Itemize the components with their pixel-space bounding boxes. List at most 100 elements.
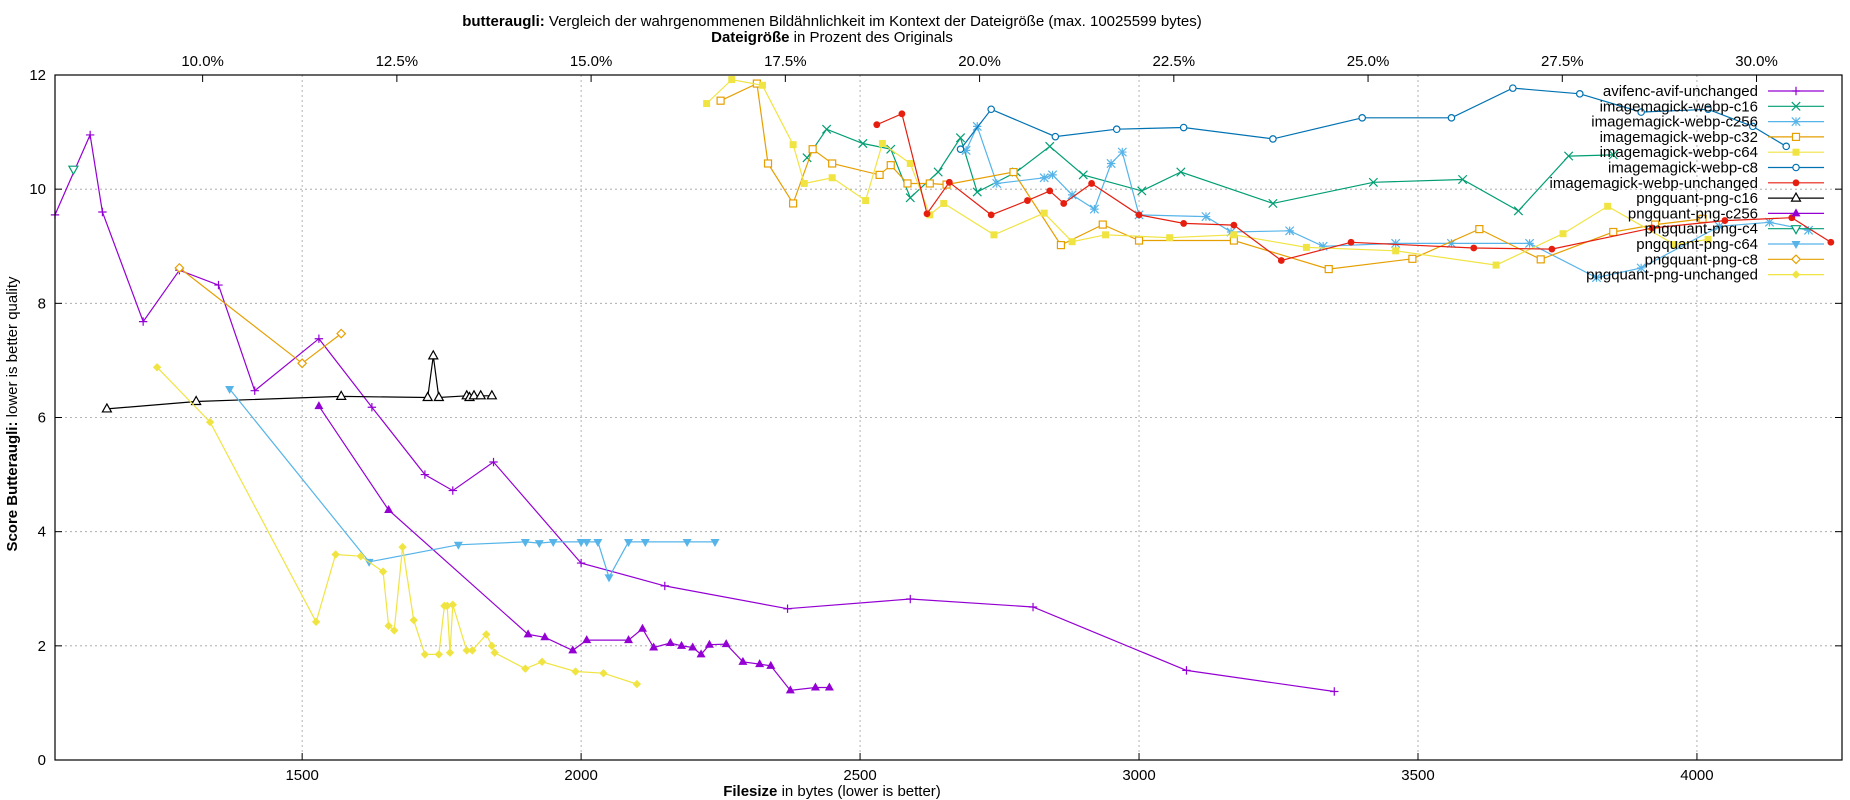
series-pngquant-png-c8: [174, 262, 347, 369]
x2-tick-label: 10.0%: [181, 53, 224, 70]
chart-title-rest: Vergleich der wahrgenommenen Bildähnlich…: [545, 13, 1202, 30]
data-point: [1704, 105, 1712, 114]
data-point: [1392, 247, 1400, 255]
series-imagemagick-webp-c64: [703, 76, 1712, 269]
data-point: [1112, 125, 1121, 134]
data-point: [710, 538, 720, 547]
data-point: [1408, 254, 1417, 263]
data-point: [1067, 190, 1077, 200]
data-point: [688, 642, 698, 651]
x2-tick-label: 27.5%: [1541, 53, 1584, 70]
data-point: [802, 153, 812, 163]
data-point: [487, 641, 497, 651]
x-tick-label: 1500: [285, 767, 318, 784]
data-point: [956, 145, 965, 154]
data-point: [1277, 257, 1285, 264]
data-point: [1180, 220, 1188, 227]
data-point: [1536, 255, 1545, 264]
data-point: [548, 538, 558, 547]
data-point: [1513, 206, 1524, 216]
legend-entry: pngquant-png-c256: [1628, 205, 1824, 222]
x2-tick-label: 30.0%: [1735, 53, 1778, 70]
data-point: [445, 648, 455, 657]
series-line: [318, 405, 830, 692]
y-tick-label: 2: [38, 638, 46, 655]
data-point: [1368, 177, 1378, 187]
data-point: [1714, 221, 1724, 231]
data-point: [925, 179, 934, 188]
series-pngquant-png-unchanged: [152, 363, 642, 689]
data-point: [1608, 150, 1618, 160]
data-point: [540, 632, 550, 641]
data-point: [378, 567, 388, 576]
legend-entry: imagemagick-webp-c32: [1600, 129, 1824, 146]
data-point: [1318, 241, 1328, 251]
data-point: [582, 538, 592, 547]
data-point: [409, 615, 418, 625]
data-point: [1137, 186, 1147, 196]
legend-label: avifenc-avif-unchanged: [1603, 83, 1758, 100]
data-point: [905, 193, 915, 203]
series-pngquant-png-c256: [314, 401, 834, 694]
data-point: [367, 403, 377, 412]
series-imagemagick-webp-unchanged: [873, 110, 1835, 264]
data-point: [1509, 84, 1517, 92]
data-point: [1791, 270, 1801, 279]
data-point: [906, 594, 915, 604]
data-point: [468, 389, 480, 400]
data-point: [250, 386, 259, 395]
data-point: [1102, 231, 1110, 239]
data-point: [384, 621, 393, 631]
data-point: [1166, 234, 1174, 242]
data-point: [1089, 204, 1100, 214]
data-point: [205, 417, 215, 427]
legend-entry: avifenc-avif-unchanged: [1603, 83, 1824, 100]
x2-tick-label: 17.5%: [764, 53, 807, 70]
data-point: [1524, 238, 1535, 249]
data-point: [783, 604, 792, 613]
data-point: [1563, 151, 1574, 161]
data-point: [1051, 132, 1060, 141]
y-axis-label-bold: Score Butteraugli:: [4, 422, 21, 552]
data-point: [1791, 132, 1801, 141]
x-axis-label: Filesize in bytes (lower is better): [723, 783, 941, 800]
data-point: [1575, 90, 1584, 98]
data-point: [448, 600, 457, 609]
x2-axis-label-bold: Dateigröße: [711, 29, 789, 46]
x2-axis-label: Dateigröße in Prozent des Originals: [711, 29, 953, 46]
data-point: [1106, 158, 1116, 169]
series-imagemagick-webp-c8: [956, 84, 1791, 154]
data-point: [604, 574, 614, 583]
data-point: [1782, 142, 1791, 151]
data-point: [1648, 224, 1656, 232]
legend-entry: pngquant-png-c8: [1645, 251, 1824, 268]
legend-label: pngquant-png-c4: [1645, 221, 1758, 238]
data-point: [1201, 211, 1211, 222]
data-point: [433, 391, 445, 402]
data-point: [537, 657, 547, 667]
data-point: [398, 542, 407, 552]
data-point: [482, 630, 491, 639]
data-point: [534, 540, 544, 549]
data-point: [152, 363, 162, 372]
legend-label: imagemagick-webp-c64: [1600, 144, 1758, 161]
data-point: [1790, 254, 1802, 265]
data-point: [1609, 227, 1618, 237]
data-point: [1764, 217, 1775, 227]
data-point: [422, 391, 434, 402]
data-point: [1791, 208, 1801, 217]
data-point: [766, 660, 776, 669]
data-point: [1047, 170, 1058, 180]
data-point: [828, 159, 837, 168]
grid: [55, 75, 1842, 760]
chart-title: butteraugli: Vergleich der wahrgenommene…: [462, 13, 1202, 30]
y-tick-label: 4: [38, 524, 46, 541]
data-point: [1790, 225, 1802, 235]
data-point: [1039, 173, 1049, 183]
legend-entry: pngquant-png-unchanged: [1586, 267, 1824, 284]
x2-tick-label: 22.5%: [1153, 53, 1196, 70]
y-axis-label: Score Butteraugli: lower is better quali…: [4, 276, 21, 552]
legend: avifenc-avif-unchanged imagemagick-webp-c…: [1550, 83, 1824, 284]
data-point: [521, 664, 530, 673]
data-point: [637, 623, 647, 632]
